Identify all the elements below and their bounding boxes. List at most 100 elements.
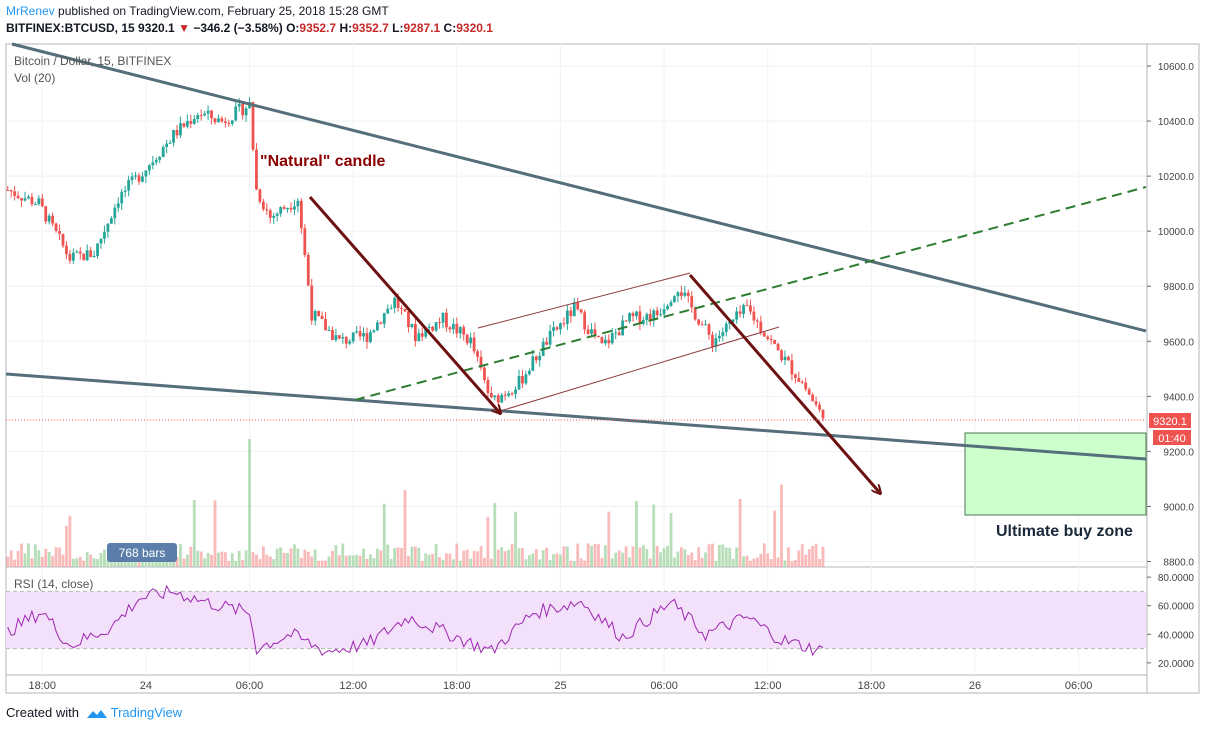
volume-bar bbox=[420, 560, 424, 567]
volume-bar bbox=[472, 550, 476, 567]
candle-body bbox=[500, 394, 504, 403]
candle-body bbox=[676, 292, 680, 297]
candle-body bbox=[389, 307, 393, 309]
rsi-tick-label: 60.0000 bbox=[1158, 602, 1195, 613]
volume-bar bbox=[476, 551, 479, 567]
volume-bar bbox=[641, 545, 645, 567]
volume-bar bbox=[666, 545, 669, 567]
channel-upper-line[interactable] bbox=[477, 272, 691, 329]
price-tick-label: 10600.0 bbox=[1158, 62, 1195, 73]
volume-bar bbox=[527, 555, 531, 567]
volume-bar bbox=[821, 546, 825, 567]
volume-bar bbox=[92, 558, 96, 567]
candle-body bbox=[655, 310, 659, 316]
candle-body bbox=[16, 195, 20, 199]
arrow-down-1[interactable] bbox=[308, 196, 500, 413]
volume-bar bbox=[631, 546, 635, 567]
volume-bar bbox=[679, 547, 683, 567]
candle-body bbox=[324, 319, 327, 331]
candle-body bbox=[303, 228, 307, 255]
open-label: O: bbox=[286, 21, 300, 35]
volume-bar bbox=[71, 558, 75, 567]
candle-body bbox=[545, 341, 549, 345]
volume-bar bbox=[351, 555, 355, 567]
candle-body bbox=[724, 323, 728, 332]
created-with-text: Created with bbox=[6, 705, 79, 720]
volume-bar bbox=[441, 559, 445, 567]
candle-body bbox=[51, 215, 55, 224]
candle-body bbox=[82, 253, 86, 261]
volume-bar bbox=[396, 547, 400, 567]
price-tick-label: 9000.0 bbox=[1163, 502, 1194, 513]
volume-bar bbox=[220, 551, 224, 567]
volume-bar bbox=[358, 555, 362, 567]
candle-body bbox=[293, 206, 296, 210]
time-tick-label: 06:00 bbox=[1065, 680, 1093, 692]
candle-body bbox=[313, 311, 317, 321]
volume-bar bbox=[724, 547, 728, 567]
time-tick-label: 18:00 bbox=[29, 680, 57, 692]
tradingview-link[interactable]: TradingView bbox=[110, 705, 183, 720]
chart-title: Bitcoin / Dollar, 15, BITFINEX bbox=[14, 54, 171, 68]
author-name[interactable]: MrRenev bbox=[6, 4, 55, 18]
candle-body bbox=[9, 190, 13, 192]
candle-body bbox=[358, 331, 362, 337]
price-tick-label: 10200.0 bbox=[1158, 172, 1195, 183]
volume-bar bbox=[258, 558, 262, 567]
close-label: C: bbox=[443, 21, 457, 35]
upper-trendline[interactable] bbox=[11, 42, 1147, 333]
candle-body bbox=[472, 337, 476, 352]
candle-body bbox=[451, 323, 455, 330]
time-tick-label: 12:00 bbox=[339, 680, 367, 692]
candle-body bbox=[44, 206, 48, 222]
candle-body bbox=[147, 165, 151, 171]
candle-body bbox=[227, 122, 231, 124]
candle-body bbox=[65, 245, 68, 255]
candle-body bbox=[659, 314, 663, 316]
price-tick-label: 8800.0 bbox=[1163, 557, 1194, 568]
time-tick-label: 06:00 bbox=[236, 680, 264, 692]
dashed-trendline[interactable] bbox=[354, 186, 1147, 401]
volume-bar bbox=[714, 560, 718, 567]
buy-zone-rect[interactable] bbox=[964, 432, 1147, 516]
open-value: 9352.7 bbox=[299, 21, 337, 35]
price-axis[interactable] bbox=[1146, 43, 1200, 694]
volume-bar bbox=[223, 552, 227, 567]
candle-body bbox=[75, 251, 79, 253]
candle-body bbox=[375, 322, 379, 331]
candle-body bbox=[85, 250, 89, 261]
candle-body bbox=[30, 196, 34, 205]
volume-bar bbox=[310, 556, 314, 567]
lower-trendline[interactable] bbox=[5, 372, 1147, 461]
candle-body bbox=[714, 338, 718, 347]
price-tick-label: 9400.0 bbox=[1163, 392, 1194, 403]
candle-body bbox=[196, 115, 200, 120]
candle-body bbox=[790, 360, 794, 375]
price-tick-label: 10400.0 bbox=[1158, 117, 1195, 128]
volume-bar bbox=[185, 554, 189, 567]
volume-bar bbox=[403, 490, 407, 567]
bars-badge[interactable] bbox=[107, 543, 177, 562]
candle-body bbox=[182, 123, 186, 127]
channel-lower-line[interactable] bbox=[496, 326, 780, 413]
tradingview-logo-icon bbox=[86, 709, 107, 718]
volume-bar bbox=[372, 557, 376, 567]
candle-body bbox=[258, 189, 262, 202]
volume-bar bbox=[614, 552, 618, 567]
candle-body bbox=[811, 394, 815, 402]
volume-bar bbox=[531, 553, 535, 567]
rsi-band-group bbox=[6, 590, 1146, 650]
volume-bar bbox=[790, 560, 794, 567]
volume-bar bbox=[603, 545, 607, 567]
candle-body bbox=[103, 231, 106, 239]
candle-body bbox=[555, 327, 559, 330]
candle-body bbox=[372, 330, 376, 333]
arrow-down-2[interactable] bbox=[688, 274, 880, 493]
volume-bar bbox=[652, 504, 656, 567]
volume-bar bbox=[389, 558, 393, 567]
volume-bar bbox=[600, 557, 604, 567]
volume-bar bbox=[448, 553, 452, 567]
time-tick-label: 18:00 bbox=[858, 680, 886, 692]
candle-body bbox=[641, 320, 645, 324]
